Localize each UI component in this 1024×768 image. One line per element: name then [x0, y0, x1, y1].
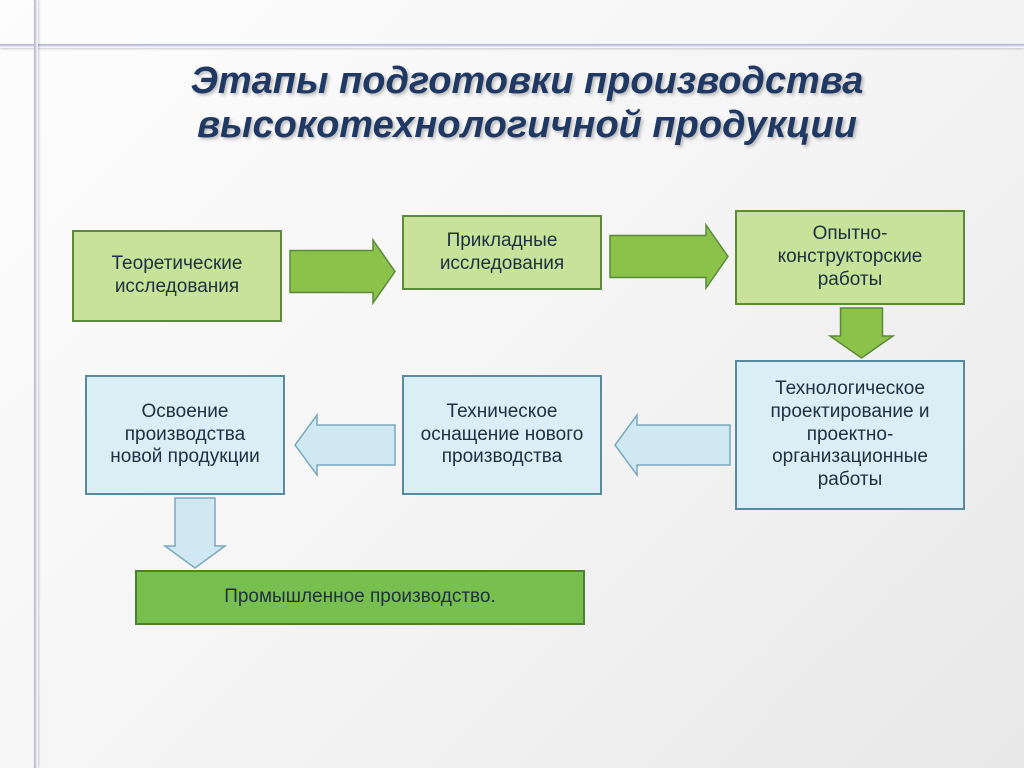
flow-arrow: [830, 308, 893, 363]
flow-arrow: [295, 415, 395, 480]
flow-arrow: [290, 240, 395, 308]
flowchart-canvas: Теоретические исследования Прикладные исс…: [0, 0, 1024, 768]
flow-node-n6: Освоение производства новой продукции: [85, 375, 285, 495]
flow-node-n2: Прикладные исследования: [402, 215, 602, 290]
flow-node-n4: Технологическое проектирование и проектн…: [735, 360, 965, 510]
flow-node-n1: Теоретические исследования: [72, 230, 282, 322]
flow-node-n7: Промышленное производство.: [135, 570, 585, 625]
flow-node-n3: Опытно-конструкторские работы: [735, 210, 965, 305]
flow-arrow: [165, 498, 225, 573]
flow-arrow: [615, 415, 730, 480]
flow-node-n5: Техническое оснащение нового производств…: [402, 375, 602, 495]
flow-arrow: [610, 225, 728, 293]
